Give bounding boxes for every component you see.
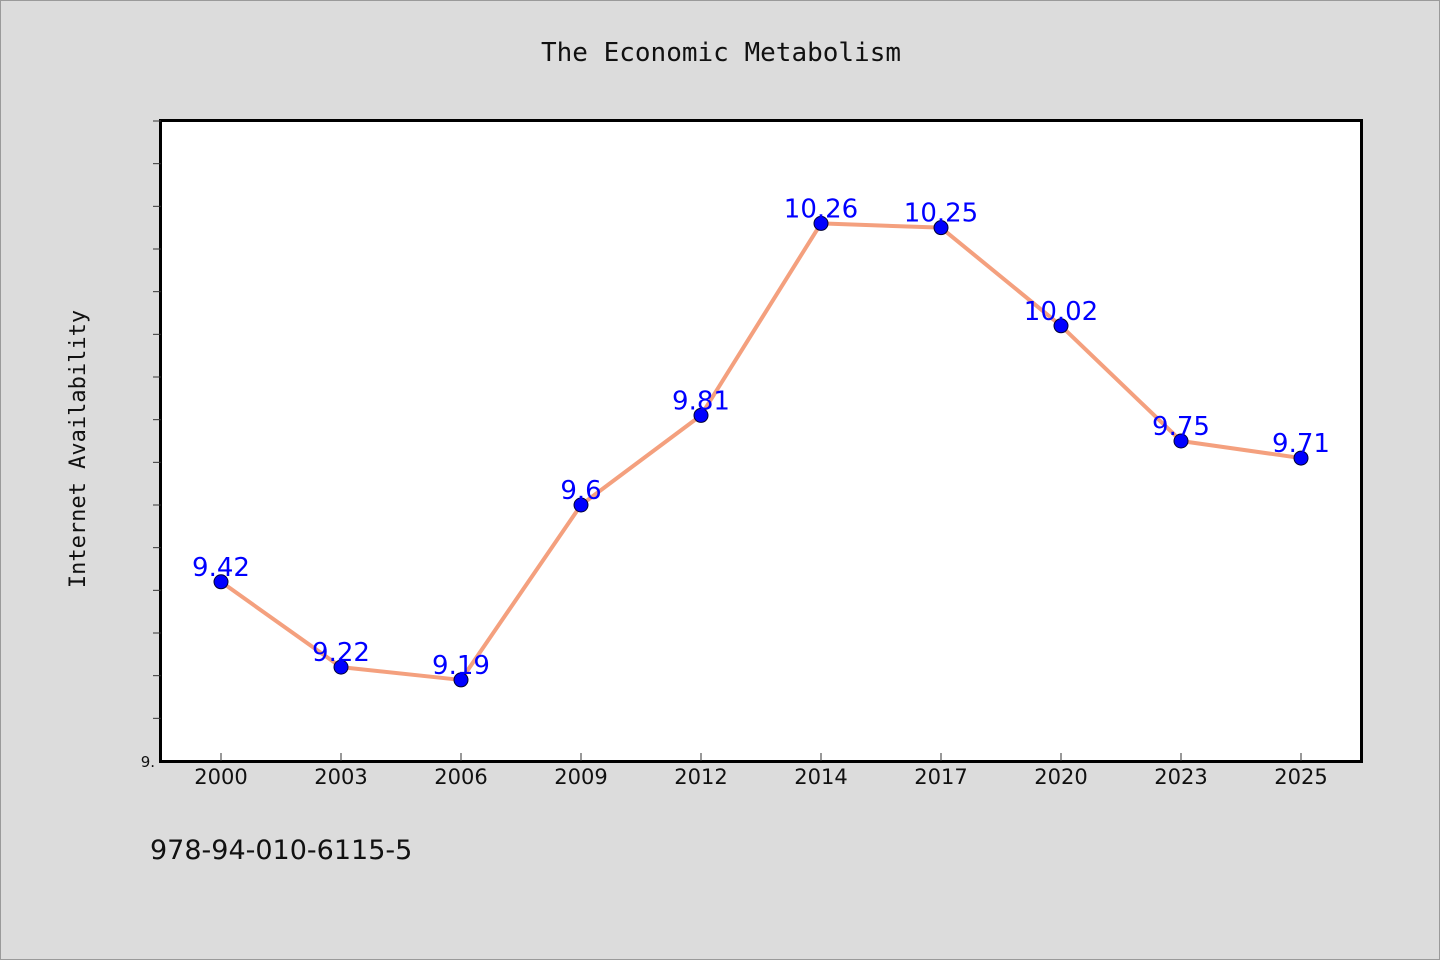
data-label: 9.75 <box>1152 412 1210 442</box>
data-labels: 9.42 9.22 9.19 9.6 9.81 10.26 10.25 10.02 9.75 9.… <box>192 194 1330 681</box>
x-tick-label: 2017 <box>914 765 967 789</box>
x-tick-label: 2006 <box>434 765 487 789</box>
x-tick-label: 2014 <box>794 765 847 789</box>
data-point <box>453 672 469 688</box>
data-point <box>1293 450 1309 466</box>
data-point <box>1173 433 1189 449</box>
footer-isbn: 978-94-010-6115-5 <box>150 835 413 866</box>
data-label: 9.22 <box>312 638 370 668</box>
chart-title: The Economic Metabolism <box>541 38 901 68</box>
data-point <box>1053 318 1069 334</box>
plot-area <box>159 119 1363 763</box>
y-axis-label: Internet Availability <box>66 310 91 588</box>
x-tick-label: 2009 <box>554 765 607 789</box>
x-tick-label: 2023 <box>1154 765 1207 789</box>
data-label: 9.71 <box>1272 429 1330 459</box>
data-label: 10.26 <box>784 194 858 224</box>
x-tick-label: 2025 <box>1274 765 1327 789</box>
data-point <box>813 215 829 231</box>
data-point <box>213 574 229 590</box>
data-label: 9.19 <box>432 651 490 681</box>
x-tick-label: 2003 <box>314 765 367 789</box>
x-tick-label: 2000 <box>194 765 247 789</box>
data-label: 9.42 <box>192 553 250 583</box>
y-axis-ticks: 9. <box>141 120 161 771</box>
data-label: 9.81 <box>672 386 730 416</box>
data-label: 10.25 <box>904 199 978 229</box>
y-tick-label: 9. <box>141 753 155 771</box>
data-point <box>573 497 589 513</box>
data-point <box>693 407 709 423</box>
data-label: 9.6 <box>560 476 601 506</box>
x-axis-ticks: 2000 2003 2006 2009 2012 2014 2017 2020 2023 2025 <box>194 753 1328 789</box>
data-point <box>933 220 949 236</box>
series-layer <box>213 215 1309 688</box>
data-label: 10.02 <box>1024 297 1098 327</box>
data-point <box>333 659 349 675</box>
x-tick-label: 2012 <box>674 765 727 789</box>
series-line <box>219 221 1303 682</box>
x-tick-label: 2020 <box>1034 765 1087 789</box>
